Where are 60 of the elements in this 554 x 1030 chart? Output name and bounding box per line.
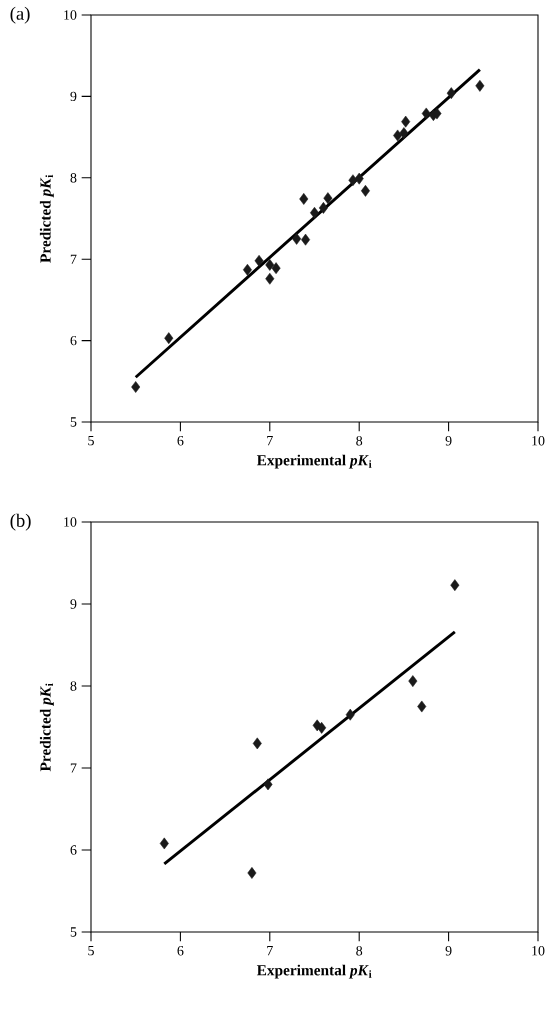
x-axis-title: Experimental pK$_{i}$: [256, 964, 372, 979]
point: [301, 233, 311, 246]
x-tick-label: 6: [177, 946, 184, 956]
y-tick-label: 8: [70, 173, 77, 183]
point: [318, 202, 328, 214]
point: [393, 129, 403, 142]
point: [475, 79, 485, 92]
y-axis-title: Predicted pK$_{i}$: [39, 683, 54, 772]
point: [242, 263, 252, 276]
y-axis-title: Predicted pK$_{i}$: [39, 174, 54, 263]
point: [317, 721, 327, 734]
point: [271, 262, 281, 275]
point: [299, 193, 309, 205]
point: [292, 232, 302, 245]
x-tick-label: 7: [267, 436, 273, 446]
point: [263, 778, 273, 791]
point: [254, 254, 264, 267]
point: [323, 192, 333, 205]
point: [401, 115, 411, 128]
point: [345, 708, 355, 721]
y-tick-label: 9: [70, 91, 77, 102]
point: [417, 700, 427, 713]
x-tick-label: 9: [445, 436, 452, 446]
point: [164, 332, 174, 345]
x-tick-label: 6: [177, 436, 184, 446]
y-tick-label: 5: [70, 927, 77, 937]
y-tick-label: 7: [70, 763, 77, 773]
y-tick-label: 10: [64, 10, 77, 20]
text: (a): [10, 6, 30, 24]
x-tick-label: 7: [267, 946, 273, 956]
point: [360, 184, 370, 197]
point: [354, 172, 364, 185]
point: [247, 867, 257, 879]
y-tick-label: 6: [70, 845, 77, 855]
y-tick-label: 9: [70, 599, 77, 609]
y-tick-label: 10: [64, 517, 77, 527]
point: [348, 174, 358, 187]
y-tick-label: 5: [70, 417, 77, 427]
x-tick-label: 5: [88, 946, 94, 956]
point: [408, 675, 418, 687]
point: [265, 272, 275, 285]
point: [421, 107, 431, 120]
y-tick-label: 7: [70, 254, 77, 264]
y-tick-label: 8: [70, 681, 77, 691]
point: [446, 87, 456, 100]
x-tick-label: 8: [356, 436, 363, 446]
point: [265, 259, 275, 271]
x-tick-label: 8: [356, 946, 363, 956]
point: [159, 837, 169, 850]
point: [450, 579, 460, 592]
point: [131, 381, 141, 393]
y-tick-label: 6: [70, 335, 77, 346]
x-tick-label: 10: [532, 946, 545, 956]
x-axis-title: Experimental pK$_{i}$: [256, 454, 372, 469]
text: (b): [10, 513, 31, 531]
x-tick-label: 9: [445, 946, 452, 956]
x-tick-label: 10: [532, 436, 545, 446]
point: [399, 127, 409, 139]
point: [252, 737, 262, 750]
x-tick-label: 5: [88, 436, 94, 446]
